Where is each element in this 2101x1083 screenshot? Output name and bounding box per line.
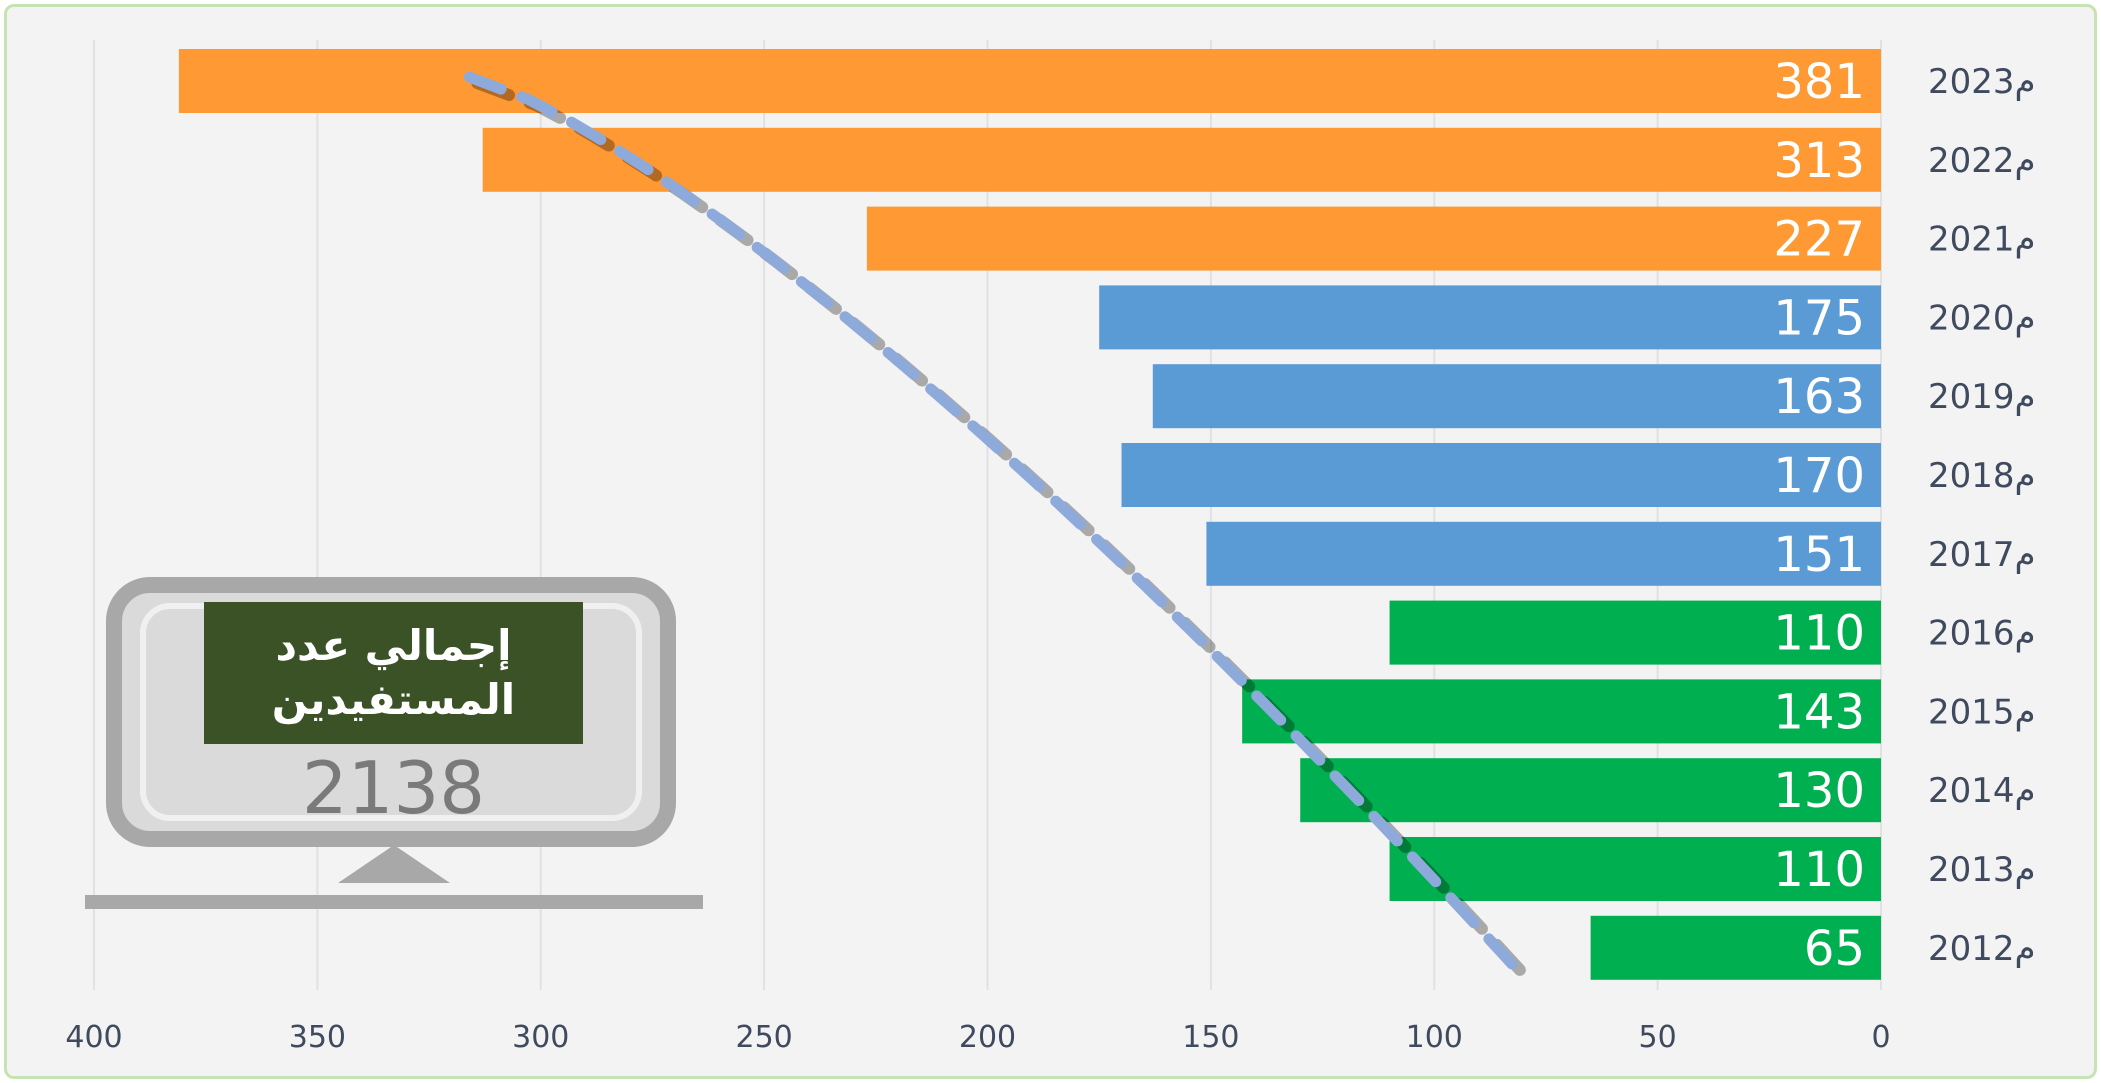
monitor-stand [338,845,450,883]
bar-2017م [1206,521,1881,586]
bar-2012م [1590,915,1881,980]
x-tick-label: 300 [512,1020,569,1055]
bar-2021م [866,206,1881,271]
bar-value-label: 313 [1773,133,1865,189]
category-label: 2022م [1928,141,2036,181]
category-label: 2017م [1928,535,2036,575]
category-label: 2021م [1928,220,2036,260]
bar-2016م [1389,600,1881,665]
bar-value-label: 381 [1773,54,1865,110]
bar-2015م [1242,679,1881,744]
bar-2019م [1152,364,1881,429]
bar-value-label: 175 [1773,290,1865,346]
bar-value-label: 130 [1773,763,1865,819]
value-labels: 381 313 227 175 163 170 151 110 143 130 110 65 [1773,54,1865,977]
trendline-path [463,71,1525,978]
category-label: 2019م [1928,377,2036,417]
bar-2022م [482,127,1881,192]
category-label: 2023م [1928,62,2036,102]
x-tick-label: 400 [65,1020,122,1055]
category-label: 2015م [1928,692,2036,732]
x-tick-label: 100 [1406,1020,1463,1055]
total-beneficiaries-title: إجمالي عدد المستفيدين [204,602,583,744]
bars [178,49,1881,980]
bar-value-label: 170 [1773,448,1865,504]
bar-value-label: 163 [1773,369,1865,425]
bar-value-label: 227 [1773,212,1865,268]
category-labels: 2023م 2022م 2021م 2020م 2019م 2018م 2017م 2016م… [1928,62,2036,969]
bar-2014م [1300,758,1881,823]
bar-2020م [1099,285,1881,350]
category-label: 2018م [1928,456,2036,496]
bar-value-label: 151 [1773,527,1865,583]
category-label: 2020م [1928,298,2036,338]
category-label: 2014م [1928,771,2036,811]
x-tick-label: 150 [1182,1020,1239,1055]
bar-value-label: 110 [1773,842,1865,898]
x-tick-label: 250 [735,1020,792,1055]
trendline [463,71,1534,984]
x-tick-label: 200 [959,1020,1016,1055]
category-label: 2012م [1928,929,2036,969]
bar-value-label: 110 [1773,606,1865,662]
category-label: 2013م [1928,850,2036,890]
x-axis-ticks: 0 50 100 150 200 250 300 350 400 [65,1020,1890,1055]
bar-2013م [1389,837,1881,901]
x-tick-label: 350 [289,1020,346,1055]
bar-2023م [178,49,1881,113]
x-tick-label: 0 [1871,1020,1890,1055]
monitor-base [85,895,703,909]
category-label: 2016م [1928,614,2036,654]
total-beneficiaries-value: 2138 [301,746,486,830]
bar-value-label: 65 [1804,921,1865,977]
bar-2018م [1121,443,1881,507]
x-tick-label: 50 [1639,1020,1677,1055]
bar-value-label: 143 [1773,684,1865,740]
